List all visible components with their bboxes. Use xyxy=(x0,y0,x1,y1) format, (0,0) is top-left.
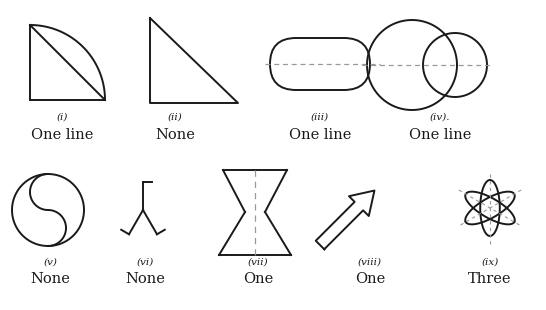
Text: None: None xyxy=(30,272,70,286)
Text: (ii): (ii) xyxy=(168,113,182,122)
Text: (iii): (iii) xyxy=(311,113,329,122)
Text: One line: One line xyxy=(409,128,471,142)
Text: None: None xyxy=(155,128,195,142)
Text: Three: Three xyxy=(468,272,512,286)
Text: (v): (v) xyxy=(43,258,57,267)
Text: (viii): (viii) xyxy=(358,258,382,267)
Text: (vi): (vi) xyxy=(136,258,153,267)
Text: One line: One line xyxy=(289,128,351,142)
Text: (i): (i) xyxy=(56,113,68,122)
Text: None: None xyxy=(125,272,165,286)
Text: One line: One line xyxy=(31,128,93,142)
Text: (ix): (ix) xyxy=(482,258,498,267)
Text: (iv).: (iv). xyxy=(430,113,450,122)
Text: One: One xyxy=(355,272,385,286)
Text: (vii): (vii) xyxy=(248,258,268,267)
Text: One: One xyxy=(243,272,273,286)
